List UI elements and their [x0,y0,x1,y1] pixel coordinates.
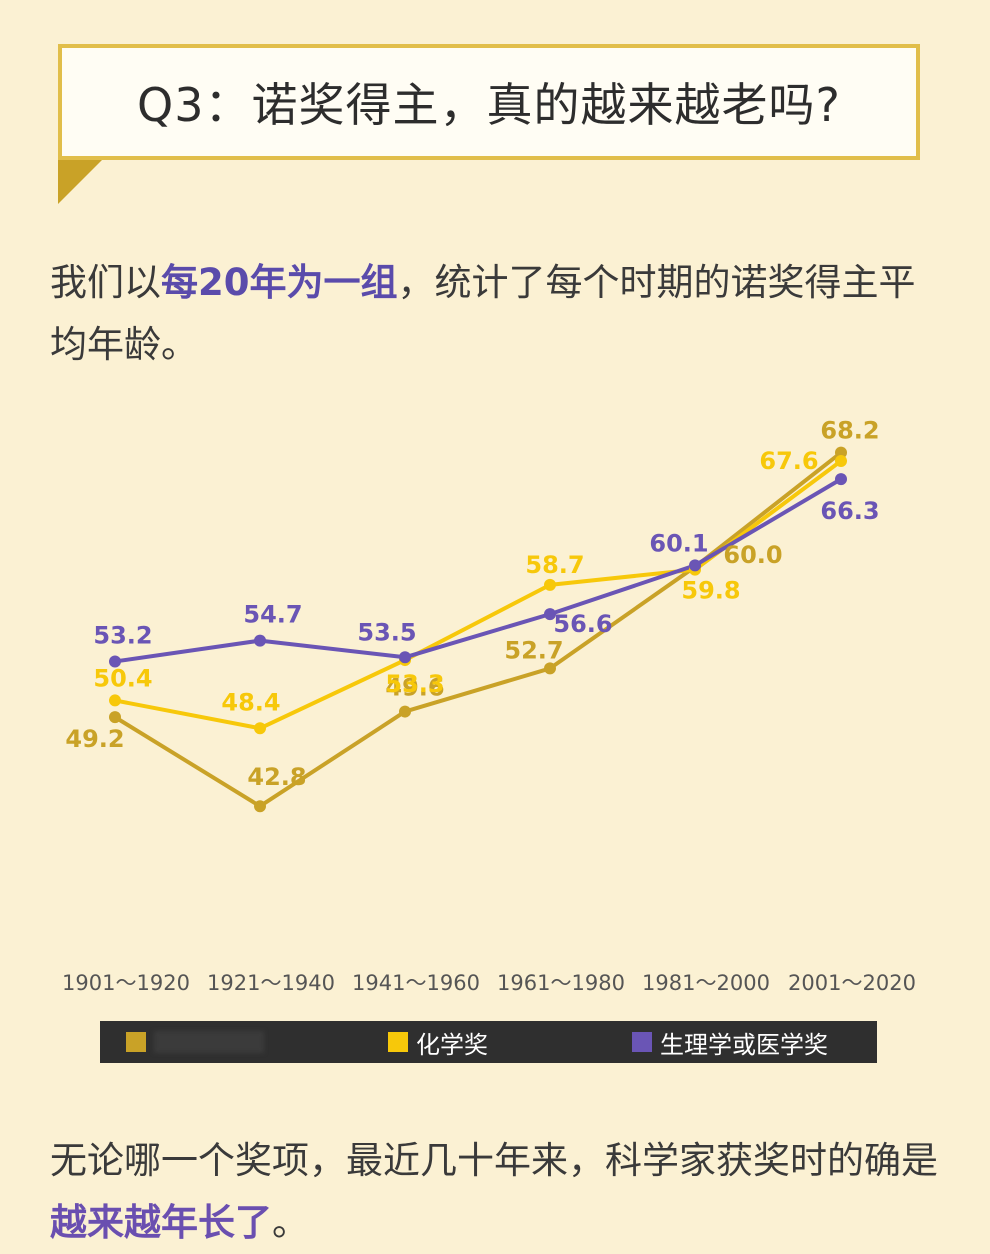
data-label-s2-4: 58.7 [525,551,584,579]
data-point-s2-1 [109,694,121,707]
data-point-s3-4 [544,608,556,621]
data-point-s1-1 [109,711,121,724]
data-label-s3-5: 60.1 [649,529,708,557]
legend-item-3: 生理学或医学奖 [632,1021,828,1063]
data-label-s2-5: 59.8 [681,577,740,605]
series-line-1 [113,451,843,809]
data-label-s1-5: 60.0 [723,541,782,569]
intro-text-1: 我们以 [50,261,161,304]
data-point-s1-3 [399,705,411,718]
data-label-s1-2: 42.8 [247,763,306,791]
data-label-s3-2: 54.7 [243,601,302,629]
legend-item-1 [126,1021,264,1063]
legend-swatch-3 [632,1032,652,1052]
series-line-3 [114,477,843,664]
data-point-s2-6 [835,455,847,468]
data-label-s2-3: 53.3 [385,670,444,698]
x-tick-label-3: 1941～1960 [352,971,480,995]
data-label-s3-1: 53.2 [93,621,152,649]
data-point-s1-4 [544,662,556,675]
intro-paragraph: 我们以每20年为一组，统计了每个时期的诺奖得主平均年龄。 [50,252,940,376]
x-tick-label-1: 1901～1920 [62,971,190,995]
data-label-s2-1: 50.4 [93,664,152,692]
outro-paragraph: 无论哪一个奖项，最近几十年来，科学家获奖时的确是越来越年长了。 [50,1130,950,1254]
legend-swatch-1 [126,1032,146,1052]
data-label-s1-4: 52.7 [504,636,563,664]
data-label-s3-6: 66.3 [820,497,879,525]
line-chart: 49.2 42.8 49.6 52.7 60.0 68.2 50.4 48.4 53.3 58.7… [62,417,916,995]
data-label-s3-3: 53.5 [357,618,416,646]
data-point-s3-3 [399,651,411,664]
outro-text-2: 。 [272,1201,309,1244]
legend-label-obscured [154,1031,264,1053]
x-axis-ticks: 1901～1920 1921～1940 1941～1960 1961～1980 1981… [62,971,916,995]
data-point-s3-5 [689,559,701,572]
data-point-s2-2 [254,722,266,735]
data-point-s3-1 [109,655,121,668]
intro-highlight: 每20年为一组 [161,261,398,304]
legend-swatch-2 [388,1032,408,1052]
series-layer [109,446,847,813]
x-tick-label-6: 2001～2020 [788,971,916,995]
x-tick-label-5: 1981～2000 [642,971,770,995]
data-point-s3-2 [254,634,266,647]
legend-label-2: 化学奖 [416,1030,488,1059]
data-label-s1-6: 68.2 [820,417,879,445]
outro-text-1: 无论哪一个奖项，最近几十年来，科学家获奖时的确是 [50,1139,938,1182]
data-label-s2-6: 67.6 [759,447,818,475]
data-point-s1-6 [835,446,847,459]
data-label-s1-3: 49.6 [385,674,444,702]
chart-legend: 化学奖 生理学或医学奖 [100,1021,877,1063]
title-box-tail [58,160,102,204]
data-label-s3-4: 56.6 [553,610,612,638]
legend-item-2: 化学奖 [388,1021,488,1063]
title-box: Q3：诺奖得主，真的越来越老吗? [58,44,920,160]
x-tick-label-2: 1921～1940 [207,971,335,995]
data-point-s1-2 [254,800,266,813]
data-point-s3-6 [835,473,847,486]
intro-text-2: ，统计了每个时期的诺奖得主平均年龄。 [50,261,916,366]
page-title: Q3：诺奖得主，真的越来越老吗? [137,78,841,132]
data-label-layer: 49.2 42.8 49.6 52.7 60.0 68.2 50.4 48.4 53.3 58.7… [65,417,879,792]
data-label-s1-1: 49.2 [65,725,124,753]
data-point-s2-4 [544,578,556,591]
outro-highlight: 越来越年长了 [50,1201,272,1244]
data-label-s2-2: 48.4 [221,688,280,716]
legend-label-3: 生理学或医学奖 [660,1030,828,1059]
x-tick-label-4: 1961～1980 [497,971,625,995]
